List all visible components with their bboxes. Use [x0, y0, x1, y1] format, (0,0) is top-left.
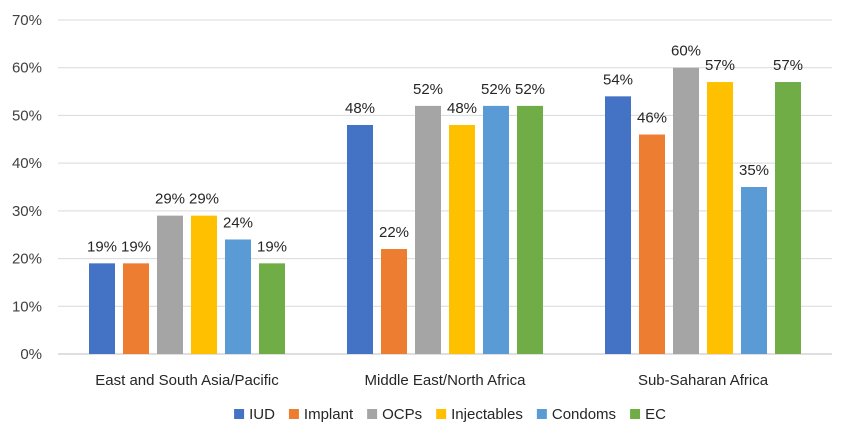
data-label: 48%	[345, 100, 375, 117]
y-tick-label: 40%	[12, 155, 42, 172]
category-label: Middle East/North Africa	[365, 372, 527, 389]
bars	[89, 67, 801, 355]
legend-swatch	[536, 409, 547, 419]
data-label: 35%	[739, 162, 769, 179]
bar-ec	[775, 82, 801, 355]
bar-injectables	[191, 215, 217, 354]
legend-swatch	[288, 409, 299, 419]
bar-condoms	[225, 239, 251, 354]
bar-iud	[347, 124, 373, 354]
y-tick-label: 0%	[20, 346, 42, 363]
data-label: 24%	[223, 214, 253, 231]
legend-swatch	[234, 409, 245, 419]
legend-item-implant: Implant	[288, 406, 354, 423]
legend-swatch	[436, 409, 447, 419]
bar-ec	[517, 105, 543, 354]
legend-label: Condoms	[552, 406, 616, 423]
bar-ocps	[415, 105, 441, 354]
legend-label: OCPs	[382, 406, 422, 423]
legend-swatch	[630, 409, 641, 419]
bar-implant	[381, 249, 407, 354]
legend-label: Implant	[304, 406, 354, 423]
y-tick-label: 70%	[12, 12, 42, 29]
bar-ocps	[673, 67, 699, 354]
bar-ec	[259, 263, 285, 354]
category-label: East and South Asia/Pacific	[95, 372, 279, 389]
y-tick-label: 20%	[12, 251, 42, 268]
gridlines	[58, 19, 832, 355]
data-label: 52%	[413, 81, 443, 98]
data-label: 52%	[481, 81, 511, 98]
y-tick-label: 50%	[12, 107, 42, 124]
data-label: 29%	[155, 191, 185, 208]
legend-item-condoms: Condoms	[536, 406, 616, 423]
legend: IUD Implant OCPs Injectables Condoms EC	[234, 406, 666, 423]
x-axis-categories: East and South Asia/Pacific Middle East/N…	[95, 372, 768, 389]
data-label: 19%	[121, 238, 151, 255]
data-label: 22%	[379, 224, 409, 241]
data-label: 46%	[637, 110, 667, 127]
legend-label: Injectables	[451, 406, 523, 423]
bar-injectables	[449, 124, 475, 354]
y-tick-label: 30%	[12, 203, 42, 220]
data-label: 54%	[603, 71, 633, 88]
bar-implant	[639, 134, 665, 354]
y-tick-label: 60%	[12, 60, 42, 77]
bar-iud	[605, 96, 631, 354]
y-tick-label: 10%	[12, 298, 42, 315]
legend-item-injectables: Injectables	[436, 406, 523, 423]
data-label: 57%	[773, 57, 803, 74]
data-label: 60%	[671, 43, 701, 60]
bar-condoms	[741, 187, 767, 354]
y-axis-ticks: 0% 10% 20% 30% 40% 50% 60% 70%	[12, 12, 42, 363]
data-label: 29%	[189, 191, 219, 208]
category-label: Sub-Saharan Africa	[638, 372, 769, 389]
legend-label: EC	[645, 406, 666, 423]
bar-condoms	[483, 105, 509, 354]
legend-label: IUD	[249, 406, 275, 423]
data-label: 48%	[447, 100, 477, 117]
legend-swatch	[367, 409, 378, 419]
bar-implant	[123, 263, 149, 354]
bar-iud	[89, 263, 115, 354]
data-label: 19%	[257, 238, 287, 255]
bar-injectables	[707, 82, 733, 355]
data-label: 52%	[515, 81, 545, 98]
bar-ocps	[157, 215, 183, 354]
data-label: 19%	[87, 238, 117, 255]
legend-item-iud: IUD	[234, 406, 275, 423]
data-labels: 19% 19%29% 29%24%19%48%22%52%48%52% 52%54%4…	[87, 43, 803, 256]
legend-item-ocps: OCPs	[367, 406, 422, 423]
data-label: 57%	[705, 57, 735, 74]
legend-item-ec: EC	[630, 406, 666, 423]
